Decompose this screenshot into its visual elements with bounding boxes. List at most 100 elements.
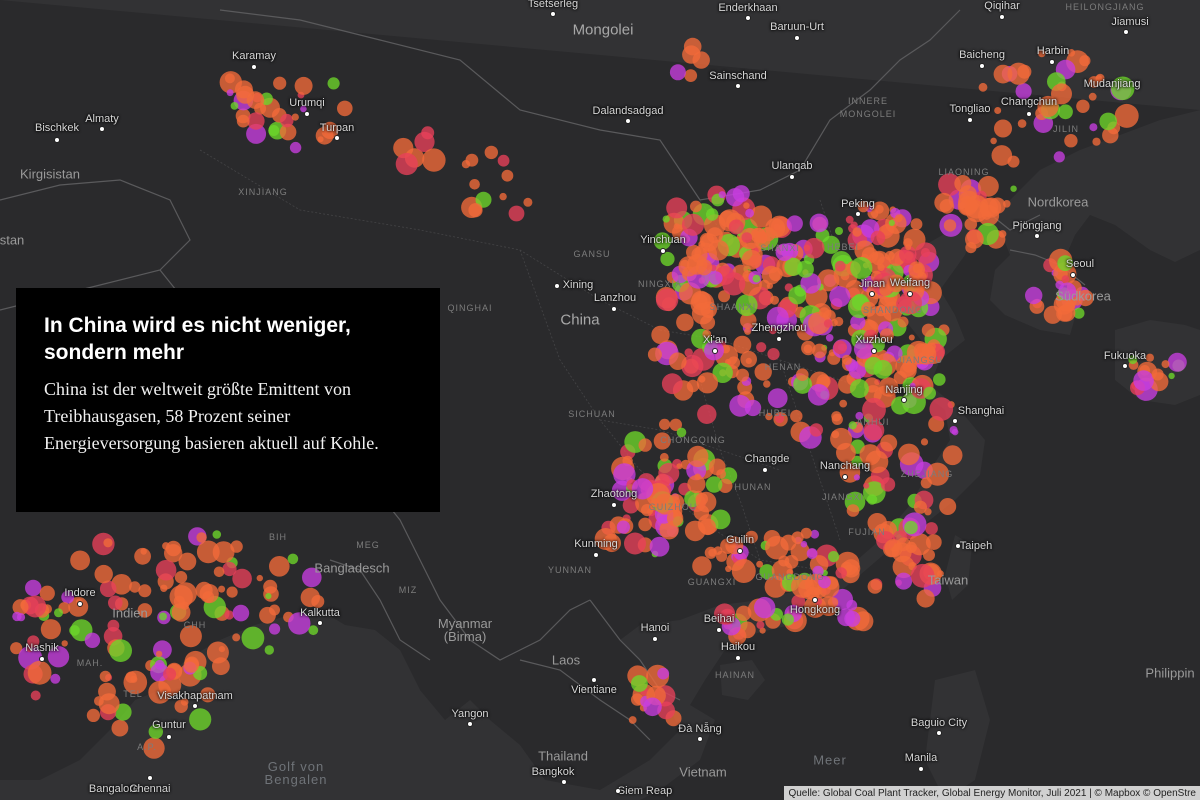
coal-plant-marker — [631, 478, 654, 500]
coal-plant-marker — [1161, 360, 1170, 369]
coal-plant-marker — [148, 680, 172, 704]
coal-plant-marker — [1092, 137, 1101, 146]
coal-plant-marker — [61, 590, 75, 604]
coal-plant-marker — [265, 593, 272, 600]
city-marker-kalkutta — [317, 620, 323, 626]
coal-plant-marker — [616, 520, 631, 534]
city-marker-baguio-city — [936, 730, 942, 736]
city-marker-ulanqab — [789, 174, 795, 180]
coal-plant-markers — [10, 37, 1187, 759]
coal-plant-marker — [268, 125, 280, 136]
coal-plant-marker — [687, 475, 706, 494]
coal-plant-marker — [317, 136, 324, 143]
coal-plant-marker — [870, 230, 886, 246]
coal-plant-marker — [867, 579, 883, 594]
city-marker-baicheng — [979, 63, 985, 69]
coal-plant-marker — [733, 335, 752, 354]
coal-plant-marker — [108, 595, 123, 611]
city-marker-chennai — [147, 775, 153, 781]
coal-plant-marker — [196, 532, 207, 543]
coal-plant-marker — [1061, 275, 1070, 283]
coal-plant-marker — [725, 188, 745, 207]
coal-plant-marker — [964, 218, 978, 231]
coal-plant-marker — [1010, 185, 1017, 192]
coal-plant-marker — [661, 373, 683, 395]
coal-plant-marker — [269, 556, 290, 577]
coal-plant-marker — [1095, 75, 1103, 82]
city-marker-haikou — [735, 655, 741, 661]
city-marker-da-nang — [697, 736, 703, 742]
map-attribution[interactable]: Quelle: Global Coal Plant Tracker, Globa… — [784, 786, 1200, 800]
coal-plant-marker — [183, 657, 199, 673]
coal-plant-marker — [300, 587, 320, 608]
coal-plant-marker — [767, 348, 780, 361]
coal-plant-marker — [736, 605, 752, 621]
coal-plant-marker — [880, 477, 896, 492]
coal-plant-marker — [655, 288, 679, 311]
coal-plant-marker — [990, 137, 997, 145]
coal-plant-marker — [828, 551, 840, 563]
coal-plant-marker — [993, 64, 1013, 84]
city-marker-peking — [855, 211, 861, 217]
coal-plant-marker — [949, 426, 958, 434]
coal-plant-marker — [800, 540, 808, 548]
coal-plant-marker — [695, 492, 708, 506]
coal-plant-marker — [230, 102, 239, 110]
coal-plant-marker — [422, 148, 446, 172]
coal-plant-marker — [887, 274, 905, 293]
coal-plant-marker — [230, 540, 243, 553]
coal-plant-marker — [743, 202, 750, 209]
city-marker-lanzhou — [611, 306, 617, 312]
coal-plant-marker — [809, 423, 823, 437]
coal-plant-marker — [138, 584, 152, 598]
coal-plant-marker — [501, 169, 514, 182]
coal-plant-marker — [469, 179, 480, 190]
coal-plant-marker — [1058, 104, 1073, 120]
coal-plant-marker — [791, 594, 806, 609]
coal-plant-marker — [683, 37, 702, 56]
coal-plant-marker — [691, 246, 708, 264]
coal-plant-marker — [899, 245, 917, 264]
coal-plant-marker — [725, 565, 732, 572]
coal-plant-marker — [1038, 49, 1046, 58]
coal-plant-marker — [148, 724, 163, 739]
coal-plant-marker — [659, 452, 669, 462]
coal-plant-marker — [236, 114, 250, 128]
coal-plant-marker — [854, 240, 875, 261]
coal-plant-marker — [232, 633, 241, 642]
coal-plant-marker — [1017, 119, 1027, 128]
coal-plant-marker — [684, 520, 706, 542]
coal-plant-marker — [923, 386, 936, 400]
coal-plant-marker — [27, 635, 40, 648]
coal-plant-marker — [1110, 76, 1135, 101]
coal-plant-marker — [676, 313, 694, 332]
coal-plant-marker — [874, 204, 884, 214]
coal-plant-marker — [784, 257, 803, 276]
city-marker-tsetserleg — [550, 11, 556, 17]
coal-plant-marker — [279, 123, 297, 141]
coal-plant-marker — [695, 259, 713, 276]
coal-plant-marker — [1055, 280, 1064, 290]
coal-plant-marker — [875, 305, 887, 317]
city-marker-turpan — [334, 135, 340, 141]
coal-plant-marker — [468, 203, 483, 218]
coal-plant-marker — [761, 227, 776, 242]
coal-plant-marker — [994, 107, 1002, 114]
city-marker-pjoengjang — [1034, 233, 1040, 239]
city-marker-harbin — [1049, 59, 1055, 65]
coal-plant-marker — [800, 273, 821, 294]
coal-plant-marker — [925, 534, 942, 550]
city-marker-almaty — [99, 126, 105, 132]
coal-plant-marker — [654, 493, 676, 515]
coal-plant-marker — [735, 294, 758, 317]
coal-plant-marker — [218, 585, 226, 593]
coal-plant-marker — [775, 243, 794, 262]
coal-plant-marker — [745, 530, 758, 544]
coal-plant-marker — [1064, 134, 1078, 148]
coal-plant-marker — [764, 575, 787, 598]
coal-plant-marker — [628, 716, 637, 724]
coal-plant-marker — [263, 586, 279, 602]
coal-plant-marker — [94, 564, 113, 584]
city-marker-xining — [554, 283, 560, 289]
